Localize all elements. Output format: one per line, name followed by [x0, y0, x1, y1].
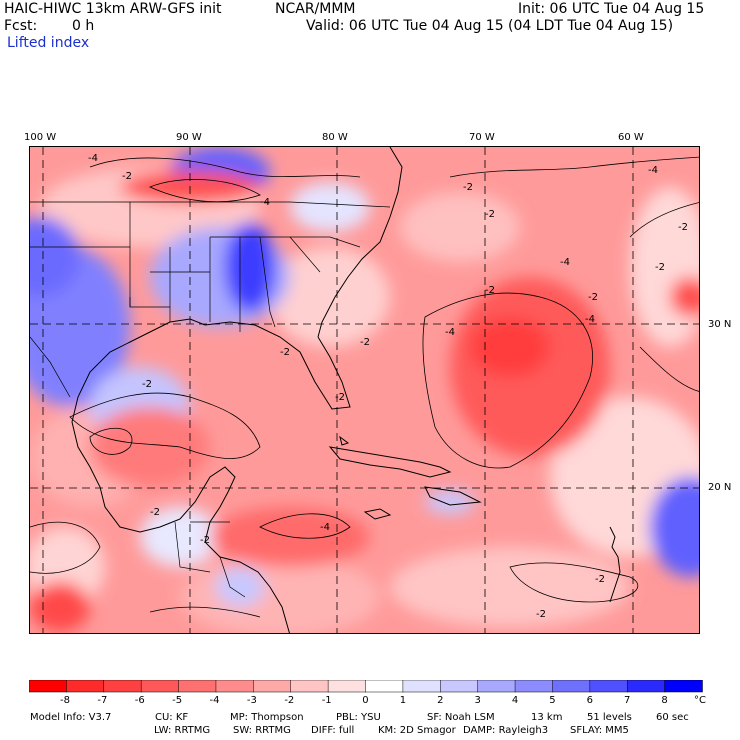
colorbar-swatch — [28, 679, 68, 693]
colorbar-tick-label: -5 — [172, 695, 183, 706]
contour-label: -2 — [485, 285, 495, 296]
contour-label: -2 — [335, 392, 345, 403]
colorbar-tick-label: -4 — [209, 695, 220, 706]
map-canvas — [30, 147, 699, 633]
lifted-index-map: -4 -2 -4 -2 -2 -4 -4 -2 -2 -2 -4 -2 -2 -… — [29, 146, 700, 634]
colorbar-tick-label: 8 — [661, 695, 668, 706]
colorbar-tick-label: 2 — [437, 695, 444, 706]
colorbar-swatch — [514, 679, 554, 693]
init-time: Init: 06 UTC Tue 04 Aug 15 — [518, 1, 705, 17]
lon-label: 90 W — [176, 132, 202, 143]
footer-sflay: SFLAY: MM5 — [570, 725, 629, 736]
footer-sf: SF: Noah LSM — [427, 712, 495, 723]
lon-label: 70 W — [469, 132, 495, 143]
contour-label: -2 — [122, 171, 132, 182]
lon-label: 80 W — [322, 132, 348, 143]
colorbar-tick-label: -3 — [246, 695, 257, 706]
contour-label: -2 — [142, 379, 152, 390]
colorbar-swatch — [365, 679, 404, 693]
contour-label: -2 — [678, 222, 688, 233]
colorbar-tick-label: 7 — [624, 695, 631, 706]
contour-label: -4 — [585, 314, 595, 325]
colorbar — [28, 679, 709, 712]
contour-label: -2 — [280, 347, 290, 358]
colorbar-tick-label: 6 — [586, 695, 593, 706]
lat-label: 20 N — [708, 482, 732, 493]
contour-label: -2 — [150, 507, 160, 518]
valid-time: Valid: 06 UTC Tue 04 Aug 15 (04 LDT Tue … — [306, 18, 674, 34]
colorbar-swatch — [626, 679, 666, 693]
colorbar-swatch — [253, 679, 292, 693]
lat-label: 30 N — [708, 319, 732, 330]
colorbar-swatch — [664, 679, 703, 693]
field-shading — [30, 147, 699, 633]
colorbar-swatch — [215, 679, 255, 693]
colorbar-tick-label: -2 — [284, 695, 295, 706]
footer-km: KM: 2D Smagor — [378, 725, 456, 736]
contour-label: -2 — [655, 262, 665, 273]
colorbar-swatches — [28, 679, 703, 693]
model-title: HAIC-HIWC 13km ARW-GFS init — [4, 1, 222, 17]
colorbar-tick-label: 3 — [474, 695, 481, 706]
footer-pbl: PBL: YSU — [336, 712, 381, 723]
colorbar-tick-label: 0 — [362, 695, 369, 706]
colorbar-tick-label: 5 — [549, 695, 556, 706]
colorbar-tick-label: -7 — [97, 695, 108, 706]
colorbar-unit: °C — [694, 695, 706, 706]
contour-label: -2 — [463, 182, 473, 193]
colorbar-swatch — [477, 679, 516, 693]
colorbar-swatch — [178, 679, 217, 693]
colorbar-swatch — [402, 679, 442, 693]
contour-label: -2 — [595, 574, 605, 585]
footer-diff: DIFF: full — [311, 725, 355, 736]
field-name: Lifted index — [7, 35, 90, 51]
lon-label: 60 W — [618, 132, 644, 143]
borders — [30, 201, 391, 598]
contour-label: -4 — [260, 197, 270, 208]
contour-label: -4 — [648, 165, 658, 176]
contour-label: -4 — [88, 153, 98, 164]
footer-mp: MP: Thompson — [230, 712, 304, 723]
footer-timestep: 60 sec — [656, 712, 689, 723]
contour-label: -4 — [560, 257, 570, 268]
colorbar-tick-label: -1 — [321, 695, 332, 706]
contour-label: -4 — [320, 522, 330, 533]
colorbar-tick-label: -6 — [134, 695, 145, 706]
lon-label: 100 W — [24, 132, 57, 143]
contour-label: -2 — [200, 535, 210, 546]
colorbar-swatch — [103, 679, 142, 693]
contour-label: -2 — [485, 209, 495, 220]
fcst-label: Fcst: — [4, 18, 38, 34]
center-label: NCAR/MMM — [275, 1, 356, 17]
colorbar-tick-label: 1 — [399, 695, 407, 706]
colorbar-swatch — [66, 679, 105, 693]
footer-cu: CU: KF — [155, 712, 189, 723]
footer-resolution: 13 km — [531, 712, 563, 723]
contour-label: -2 — [536, 609, 546, 620]
colorbar-swatch — [589, 679, 628, 693]
footer-levels: 51 levels — [587, 712, 632, 723]
contours — [30, 156, 699, 618]
footer-damp: DAMP: Rayleigh3 — [463, 725, 549, 736]
colorbar-tick-label: 4 — [511, 695, 519, 706]
contour-label: -4 — [445, 327, 455, 338]
footer-model-info: Model Info: V3.7 — [30, 712, 112, 723]
fcst-value: 0 h — [72, 18, 95, 34]
colorbar-swatch — [290, 679, 329, 693]
colorbar-swatch — [552, 679, 591, 693]
colorbar-swatch — [140, 679, 180, 693]
contour-label: -2 — [588, 292, 598, 303]
footer-lw: LW: RRTMG — [154, 725, 211, 736]
colorbar-swatch — [440, 679, 479, 693]
colorbar-tick-label: -8 — [59, 695, 70, 706]
lat-lon-grid — [30, 147, 699, 633]
colorbar-swatch — [327, 679, 367, 693]
footer-sw: SW: RRTMG — [233, 725, 291, 736]
contour-label: -2 — [360, 337, 370, 348]
